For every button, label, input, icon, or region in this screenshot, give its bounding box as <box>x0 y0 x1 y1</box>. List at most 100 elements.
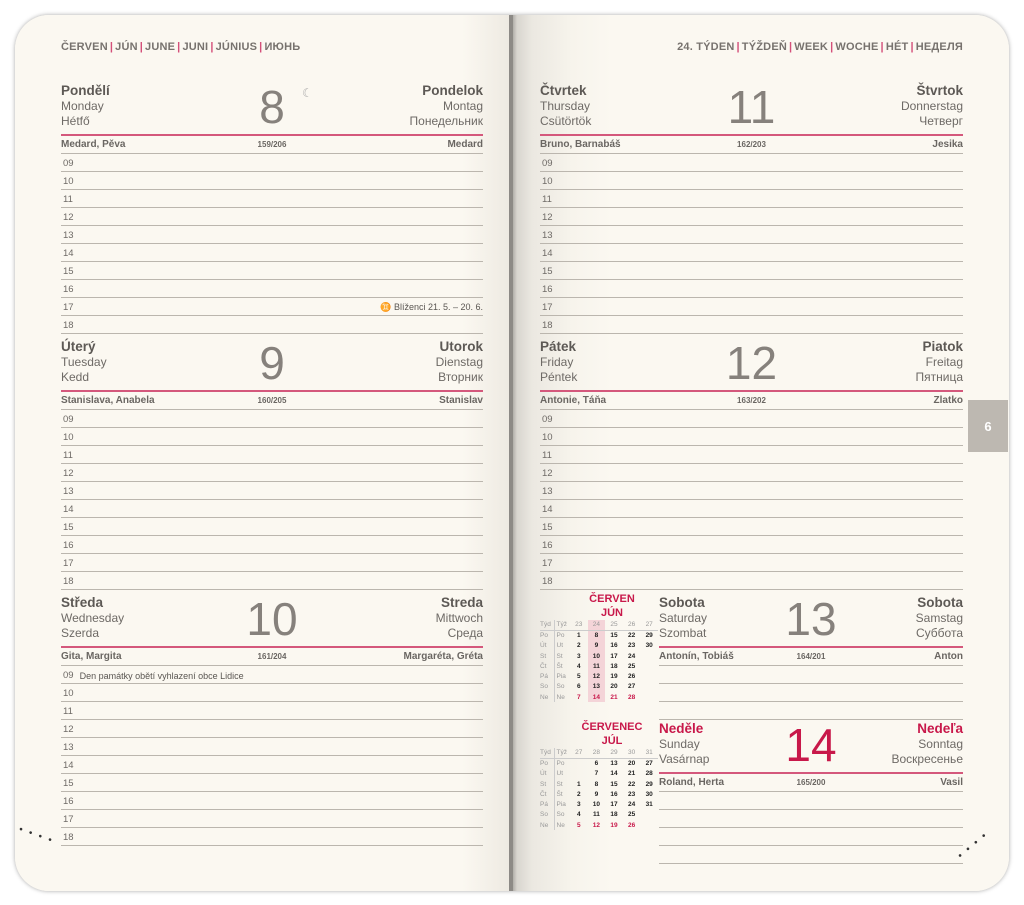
month-tab[interactable]: 6 <box>968 400 1008 452</box>
hour-row[interactable]: 13 <box>61 482 483 500</box>
hour-row[interactable] <box>659 810 963 828</box>
calendar-date[interactable]: 5 <box>576 673 581 681</box>
calendar-date[interactable]: 3 <box>576 652 581 660</box>
calendar-date[interactable]: 2 <box>576 790 581 798</box>
calendar-date[interactable]: 25 <box>627 662 636 670</box>
hour-row[interactable]: 11 <box>540 190 963 208</box>
calendar-date[interactable]: 11 <box>592 811 600 819</box>
hour-row[interactable]: 10 <box>61 428 483 446</box>
hour-row[interactable]: 16 <box>61 792 483 810</box>
hour-row[interactable]: 13 <box>540 226 963 244</box>
hour-row[interactable] <box>659 684 963 702</box>
hour-row[interactable]: 15 <box>540 518 963 536</box>
hour-row[interactable] <box>659 846 963 864</box>
calendar-date[interactable]: 6 <box>576 683 581 691</box>
calendar-date[interactable]: 4 <box>576 811 581 819</box>
hour-row[interactable]: 12 <box>540 464 963 482</box>
hour-row[interactable]: 16 <box>61 536 483 554</box>
hour-row[interactable]: 10 <box>540 172 963 190</box>
hour-row[interactable]: 15 <box>61 774 483 792</box>
hour-row[interactable]: 14 <box>540 244 963 262</box>
calendar-date[interactable]: 7 <box>576 693 581 701</box>
hour-row[interactable]: 17 <box>61 554 483 572</box>
calendar-date[interactable]: 22 <box>627 780 636 788</box>
hour-row[interactable]: 14 <box>61 244 483 262</box>
hour-row[interactable] <box>659 666 963 684</box>
calendar-date[interactable]: 1 <box>576 632 581 640</box>
calendar-date[interactable]: 20 <box>610 683 618 691</box>
calendar-date[interactable]: 18 <box>610 811 618 819</box>
hour-row[interactable]: 17 <box>61 810 483 828</box>
calendar-date[interactable]: 29 <box>645 780 653 788</box>
calendar-date[interactable]: 28 <box>627 693 636 701</box>
hour-row[interactable]: 12 <box>61 464 483 482</box>
hour-row[interactable]: 18 <box>540 572 963 590</box>
calendar-date[interactable]: 10 <box>587 650 606 662</box>
calendar-date[interactable]: 17 <box>610 652 618 660</box>
hour-row[interactable]: 10 <box>61 172 483 190</box>
hour-row[interactable]: 09 <box>540 154 963 172</box>
hour-row[interactable]: 11 <box>540 446 963 464</box>
calendar-date[interactable]: 18 <box>610 662 618 670</box>
calendar-date[interactable]: 17 <box>610 801 618 809</box>
calendar-date[interactable]: 3 <box>576 801 581 809</box>
hour-row[interactable]: 16 <box>540 536 963 554</box>
calendar-date[interactable]: 6 <box>594 760 599 768</box>
calendar-date[interactable]: 28 <box>645 770 653 778</box>
hour-row[interactable]: 16 <box>540 280 963 298</box>
hour-row[interactable]: 09 <box>540 410 963 428</box>
hour-row[interactable]: 09 Den památky obětí vyhlazení obce Lidic… <box>61 666 483 684</box>
hour-row[interactable]: 17 ♊ Blíženci 21. 5. – 20. 6. <box>61 298 483 316</box>
calendar-date[interactable]: 24 <box>627 652 636 660</box>
calendar-date[interactable]: 13 <box>587 681 606 693</box>
calendar-date[interactable]: 19 <box>610 821 618 829</box>
hour-row[interactable]: 12 <box>61 208 483 226</box>
calendar-date[interactable]: 15 <box>610 632 618 640</box>
calendar-date[interactable]: 15 <box>610 780 618 788</box>
calendar-date[interactable]: 23 <box>627 642 636 650</box>
hour-row[interactable]: 17 <box>540 298 963 316</box>
calendar-date[interactable]: 14 <box>610 770 618 778</box>
calendar-date[interactable]: 27 <box>627 683 636 691</box>
hour-row[interactable]: 09 <box>61 154 483 172</box>
hour-row[interactable]: 16 <box>61 280 483 298</box>
hour-row[interactable]: 12 <box>540 208 963 226</box>
hour-row[interactable]: 14 <box>61 500 483 518</box>
hour-row[interactable]: 10 <box>61 684 483 702</box>
calendar-date[interactable]: 27 <box>645 760 653 768</box>
hour-row[interactable]: 15 <box>540 262 963 280</box>
calendar-date[interactable]: 2 <box>576 642 581 650</box>
hour-row[interactable]: 13 <box>61 226 483 244</box>
hour-row[interactable]: 11 <box>61 446 483 464</box>
calendar-date[interactable]: 31 <box>645 801 653 809</box>
hour-row[interactable]: 12 <box>61 720 483 738</box>
calendar-date[interactable]: 21 <box>627 770 636 778</box>
calendar-date[interactable]: 16 <box>610 790 618 798</box>
hour-row[interactable]: 13 <box>61 738 483 756</box>
calendar-date[interactable]: 21 <box>610 693 618 701</box>
calendar-date[interactable]: 9 <box>587 640 606 651</box>
hour-row[interactable]: 15 <box>61 262 483 280</box>
calendar-date[interactable]: 9 <box>594 790 599 798</box>
calendar-date[interactable]: 30 <box>645 790 653 798</box>
calendar-date[interactable]: 5 <box>576 821 581 829</box>
calendar-date[interactable]: 22 <box>627 632 636 640</box>
hour-row[interactable]: 09 <box>61 410 483 428</box>
calendar-date[interactable]: 25 <box>627 811 636 819</box>
hour-row[interactable]: 13 <box>540 482 963 500</box>
calendar-date[interactable]: 10 <box>592 801 600 809</box>
hour-row[interactable]: 17 <box>540 554 963 572</box>
calendar-date[interactable]: 24 <box>627 801 636 809</box>
hour-row[interactable]: 18 <box>540 316 963 334</box>
hour-row[interactable]: 11 <box>61 190 483 208</box>
calendar-date[interactable]: 8 <box>594 780 599 788</box>
calendar-date[interactable]: 14 <box>587 692 606 703</box>
hour-row[interactable]: 18 <box>61 828 483 846</box>
calendar-date[interactable]: 29 <box>645 632 653 640</box>
hour-row[interactable]: 14 <box>61 756 483 774</box>
calendar-date[interactable]: 16 <box>610 642 618 650</box>
calendar-date[interactable]: 30 <box>645 642 653 650</box>
calendar-date[interactable]: 20 <box>627 760 636 768</box>
hour-row[interactable]: 18 <box>61 572 483 590</box>
calendar-date[interactable]: 23 <box>627 790 636 798</box>
